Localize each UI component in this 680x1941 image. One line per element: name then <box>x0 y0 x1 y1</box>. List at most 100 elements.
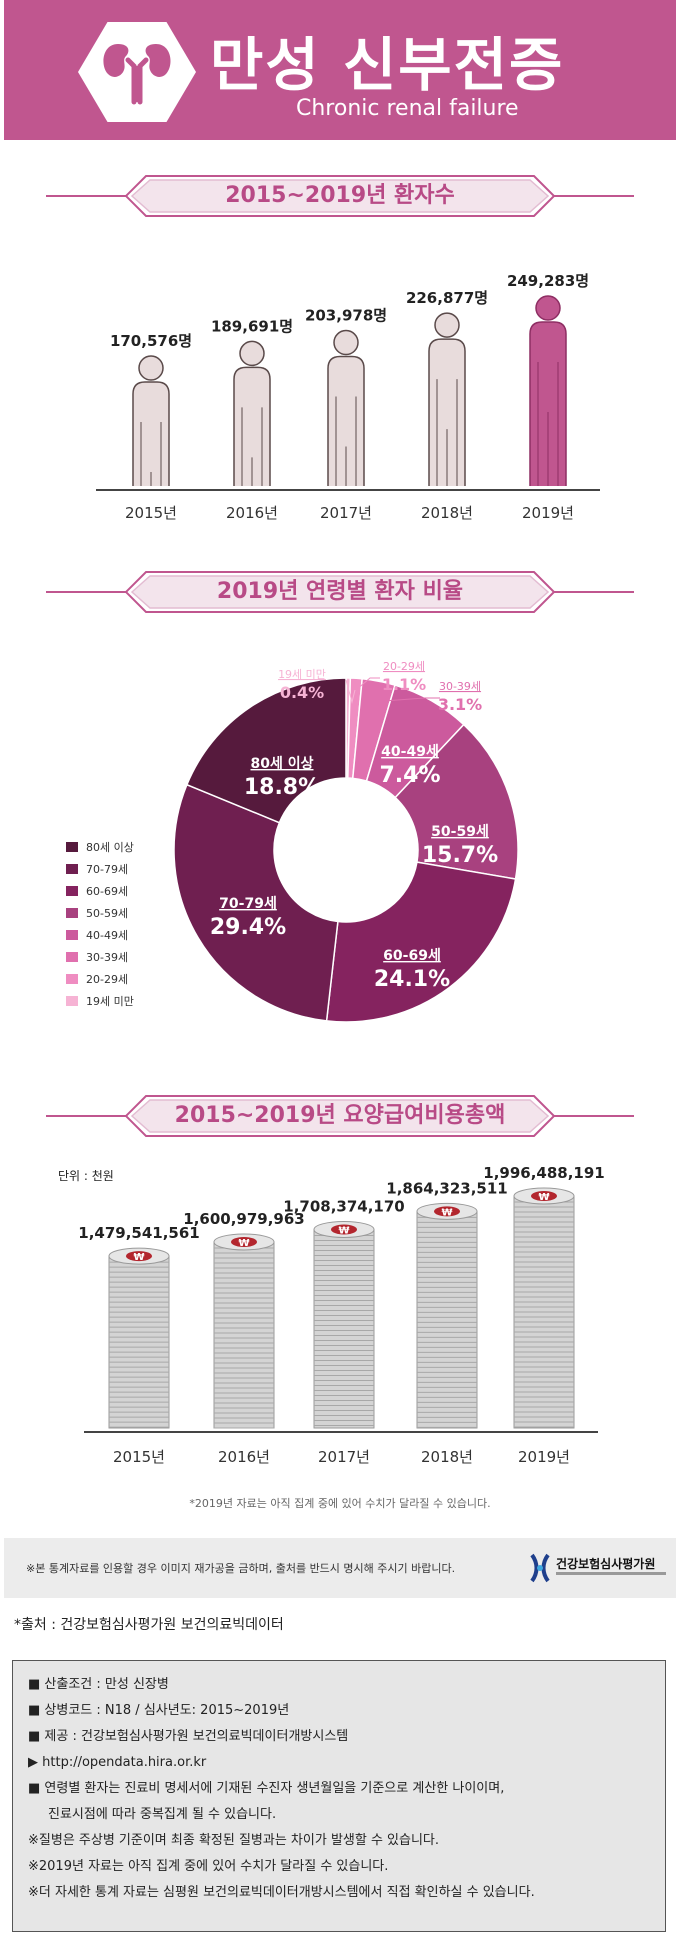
x-tick-label: 2017년 <box>318 1448 370 1466</box>
won-icon: ₩ <box>133 1252 144 1263</box>
age-legend: 80세 이상 70-79세 60-69세 50-59세 40-49세 30-39세 20-2… <box>66 836 186 1012</box>
donut-slice <box>394 723 519 880</box>
legend-swatch <box>66 996 78 1006</box>
section-title: 2015~2019년 요양급여비용총액 <box>174 1103 506 1128</box>
section-banner-age: 2019년 연령별 환자 비율 <box>46 568 634 616</box>
section-title: 2015~2019년 환자수 <box>225 183 455 208</box>
info-line: ※더 자세한 통계 자료는 심평원 보건의료빅데이터개방시스템에서 직접 확인하… <box>28 1880 658 1906</box>
x-tick-label: 2015년 <box>125 504 177 522</box>
won-icon: ₩ <box>538 1192 549 1203</box>
patient-figure <box>327 329 365 486</box>
slice-value-label: 7.4% <box>379 763 440 788</box>
value-label: 226,877명 <box>406 289 488 307</box>
legend-label: 20-29세 <box>86 973 129 986</box>
slice-label: 19세 미만 <box>278 668 326 681</box>
org-logo: 건강보험심사평가원 <box>528 1551 668 1585</box>
bullet-icon: ■ <box>28 1703 45 1718</box>
slice-value-label: 3.1% <box>438 695 482 714</box>
patient-figure <box>428 312 466 486</box>
donut-slice <box>325 861 517 1023</box>
value-label: 249,283명 <box>507 272 589 290</box>
section-title: 2019년 연령별 환자 비율 <box>216 579 464 604</box>
slice-value-label: 24.1% <box>374 967 450 992</box>
notice-bar <box>4 1538 676 1598</box>
info-text: 산출조건 : 만성 신장병 <box>44 1677 169 1692</box>
info-text: ※2019년 자료는 아직 집계 중에 있어 수치가 달라질 수 있습니다. <box>28 1859 389 1874</box>
legend-label: 19세 미만 <box>86 995 134 1008</box>
info-text: 제공 : 건강보험심사평가원 보건의료빅데이터개방시스템 <box>44 1729 349 1744</box>
source-text: *출처 : 건강보험심사평가원 보건의료빅데이터 <box>14 1617 284 1633</box>
legend-swatch <box>66 864 78 874</box>
slice-value-label: 15.7% <box>422 843 498 868</box>
unit-label: 단위 : 천원 <box>58 1168 114 1183</box>
org-name: 건강보험심사평가원 <box>556 1557 656 1571</box>
coin-stack: ₩ <box>513 1187 575 1429</box>
legend-label: 60-69세 <box>86 885 129 898</box>
legend-item: 60-69세 <box>66 880 186 902</box>
value-label: 1,996,488,191 <box>483 1164 604 1182</box>
legend-swatch <box>66 842 78 852</box>
info-text: ※질병은 주상병 기준이며 최종 확정된 질병과는 차이가 발생할 수 있습니다… <box>28 1833 440 1848</box>
slice-value-label: 0.4% <box>280 683 324 702</box>
donut-slice <box>185 677 347 824</box>
x-tick-label: 2017년 <box>320 504 372 522</box>
hira-logo-icon <box>530 1553 550 1583</box>
coin-stack: ₩ <box>416 1202 478 1429</box>
won-icon: ₩ <box>441 1207 452 1218</box>
x-tick-label: 2018년 <box>421 504 473 522</box>
legend-item: 19세 미만 <box>66 990 186 1012</box>
legend-swatch <box>66 908 78 918</box>
x-tick-label: 2016년 <box>226 504 278 522</box>
info-text: ※더 자세한 통계 자료는 심평원 보건의료빅데이터개방시스템에서 직접 확인하… <box>28 1885 535 1900</box>
patient-figure <box>132 355 170 486</box>
info-line: ※질병은 주상병 기준이며 최종 확정된 질병과는 차이가 발생할 수 있습니다… <box>28 1828 658 1854</box>
value-label: 1,864,323,511 <box>386 1179 507 1197</box>
slice-label: 40-49세 <box>381 744 439 760</box>
info-line: ※2019년 자료는 아직 집계 중에 있어 수치가 달라질 수 있습니다. <box>28 1854 658 1880</box>
patient-figure <box>529 295 567 486</box>
legend-swatch <box>66 886 78 896</box>
legend-item: 40-49세 <box>66 924 186 946</box>
info-line[interactable]: ▶ http://opendata.hira.or.kr <box>28 1750 658 1776</box>
section-banner-patients: 2015~2019년 환자수 <box>46 172 634 220</box>
slice-label: 20-29세 <box>383 660 425 673</box>
legend-item: 80세 이상 <box>66 836 186 858</box>
info-text: 진료시점에 따라 중복집계 될 수 있습니다. <box>48 1807 277 1822</box>
coin-stack: ₩ <box>313 1220 375 1429</box>
value-label: 1,479,541,561 <box>78 1224 199 1242</box>
org-subtitle-bar <box>556 1572 666 1575</box>
won-icon: ₩ <box>338 1225 349 1236</box>
patients-chart: 170,576명 2015년 189,691명 2016년 203,978명 2017년 2… <box>96 272 600 522</box>
info-box <box>12 1660 666 1932</box>
opendata-link[interactable]: http://opendata.hira.or.kr <box>42 1755 207 1770</box>
cost-chart: 단위 : 천원 ₩1,479,541,561 2015년 ₩1,600,979,963… <box>58 1164 605 1466</box>
bullet-icon: ■ <box>28 1781 45 1796</box>
coin-stack: ₩ <box>108 1247 170 1429</box>
info-line: 진료시점에 따라 중복집계 될 수 있습니다. <box>28 1802 658 1828</box>
bullet-icon: ▶ <box>28 1755 43 1770</box>
x-tick-label: 2018년 <box>421 1448 473 1466</box>
slice-value-label: 18.8% <box>244 775 320 800</box>
legend-swatch <box>66 930 78 940</box>
info-line: ■ 제공 : 건강보험심사평가원 보건의료빅데이터개방시스템 <box>28 1724 658 1750</box>
x-tick-label: 2016년 <box>218 1448 270 1466</box>
footnote: *2019년 자료는 아직 집계 중에 있어 수치가 달라질 수 있습니다. <box>189 1497 491 1510</box>
info-text: 연령별 환자는 진료비 명세서에 기재된 수진자 생년월일을 기준으로 계산한 … <box>44 1781 505 1796</box>
slice-value-label: 1.1% <box>382 675 426 694</box>
info-line: ■ 연령별 환자는 진료비 명세서에 기재된 수진자 생년월일을 기준으로 계산… <box>28 1776 658 1802</box>
value-label: 1,600,979,963 <box>183 1210 304 1228</box>
slice-label: 50-59세 <box>431 824 489 840</box>
bullet-icon: ■ <box>28 1729 45 1744</box>
slice-label: 80세 이상 <box>251 755 314 772</box>
leader-line <box>355 677 380 691</box>
legend-item: 30-39세 <box>66 946 186 968</box>
leader-line <box>345 679 356 704</box>
x-tick-label: 2019년 <box>518 1448 570 1466</box>
info-lines: ■ 산출조건 : 만성 신장병 ■ 상병코드 : N18 / 심사년도: 2015… <box>28 1672 658 1906</box>
page-title: 만성 신부전증 <box>210 31 565 99</box>
info-line: ■ 상병코드 : N18 / 심사년도: 2015~2019년 <box>28 1698 658 1724</box>
slice-label: 70-79세 <box>219 896 277 912</box>
legend-swatch <box>66 974 78 984</box>
bullet-icon: ■ <box>28 1677 45 1692</box>
section-banner-cost: 2015~2019년 요양급여비용총액 <box>46 1092 634 1140</box>
